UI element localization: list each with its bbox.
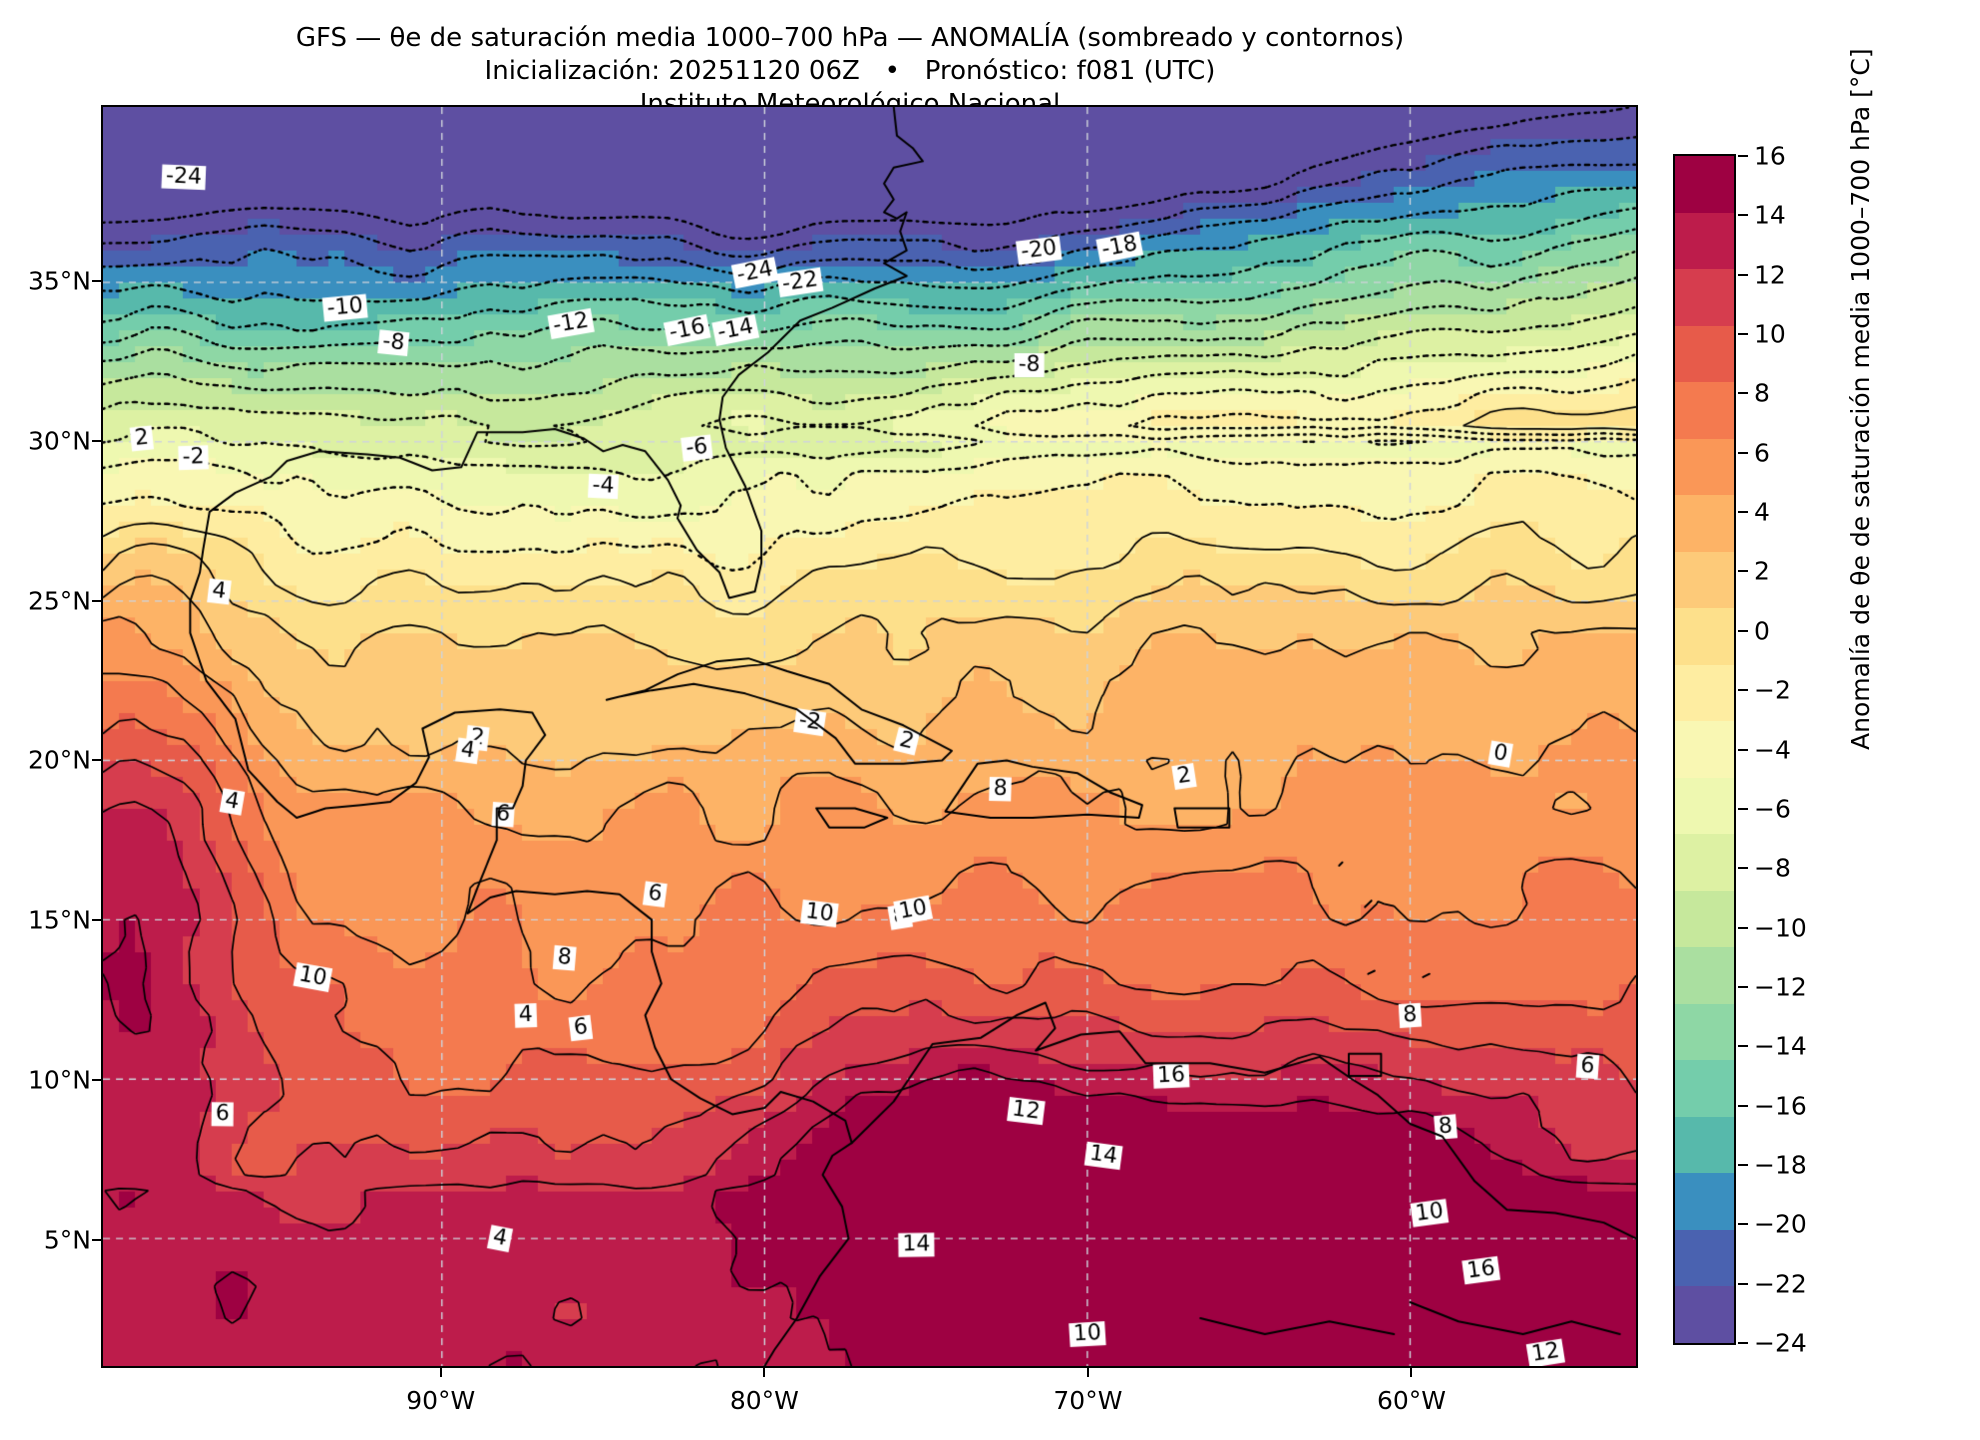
colorbar-tick-mark xyxy=(1738,985,1748,988)
colorbar-tick-label: 0 xyxy=(1754,616,1770,646)
colorbar-tick-mark xyxy=(1738,748,1748,751)
colorbar-band xyxy=(1675,212,1734,270)
y-tick-mark xyxy=(92,279,101,282)
colorbar-tick-label: −2 xyxy=(1754,675,1791,705)
colorbar-band xyxy=(1675,269,1734,326)
colorbar-band xyxy=(1675,947,1734,1004)
map-plot-area xyxy=(101,105,1638,1368)
colorbar-tick-mark xyxy=(1738,807,1748,810)
x-tick-mark xyxy=(1410,1368,1413,1377)
colorbar-tick-label: −4 xyxy=(1754,735,1791,764)
colorbar-band xyxy=(1675,382,1734,439)
colorbar-tick-label: 14 xyxy=(1754,200,1786,230)
colorbar-tick-mark xyxy=(1738,867,1748,870)
colorbar-band xyxy=(1675,1286,1734,1343)
x-tick-mark xyxy=(763,1368,766,1377)
colorbar-tick-label: 16 xyxy=(1754,141,1786,171)
colorbar-tick-label: −20 xyxy=(1754,1209,1807,1239)
colorbar-band xyxy=(1675,1003,1734,1061)
colorbar-tick-mark xyxy=(1738,570,1748,573)
y-tick-mark xyxy=(92,599,101,602)
colorbar-tick-mark xyxy=(1738,1342,1748,1344)
chart-title: GFS — θe de saturación media 1000–700 hP… xyxy=(295,23,1405,53)
y-tick-label: 25°N xyxy=(27,586,91,616)
y-tick-mark xyxy=(92,759,101,762)
colorbar-band xyxy=(1675,495,1734,552)
colorbar-band xyxy=(1675,777,1734,835)
y-tick-label: 15°N xyxy=(27,905,91,935)
colorbar-band xyxy=(1675,1116,1734,1174)
colorbar-tick-label: −22 xyxy=(1754,1269,1807,1299)
y-tick-mark xyxy=(92,1239,101,1242)
chart-subtitle: Inicialización: 20251120 06Z • Pronóstic… xyxy=(484,56,1216,86)
y-tick-mark xyxy=(92,439,101,442)
colorbar-tick-label: −6 xyxy=(1754,794,1791,824)
y-tick-label: 10°N xyxy=(27,1065,91,1095)
colorbar-tick-mark xyxy=(1738,273,1748,276)
colorbar-band xyxy=(1675,1229,1734,1287)
colorbar-tick-label: 10 xyxy=(1754,319,1786,349)
colorbar-tick-label: −12 xyxy=(1754,972,1807,1002)
y-tick-label: 30°N xyxy=(27,426,91,456)
x-tick-mark xyxy=(439,1368,442,1377)
colorbar-tick-mark xyxy=(1738,1282,1748,1285)
colorbar xyxy=(1673,154,1736,1345)
colorbar-tick-label: −8 xyxy=(1754,853,1791,883)
colorbar-tick-label: 12 xyxy=(1754,260,1786,290)
colorbar-tick-mark xyxy=(1738,511,1748,514)
colorbar-band xyxy=(1675,156,1734,213)
colorbar-tick-mark xyxy=(1738,1104,1748,1107)
colorbar-tick-label: 6 xyxy=(1754,438,1770,468)
colorbar-tick-mark xyxy=(1738,1223,1748,1226)
colorbar-tick-label: 2 xyxy=(1754,556,1770,586)
y-tick-mark xyxy=(92,1079,101,1082)
colorbar-tick-label: −16 xyxy=(1754,1091,1807,1121)
colorbar-tick-mark xyxy=(1738,214,1748,217)
colorbar-tick-label: −24 xyxy=(1754,1328,1807,1358)
x-tick-label: 80°W xyxy=(729,1386,799,1415)
colorbar-axis-label: Anomalía de θe de saturación media 1000–… xyxy=(1846,48,1875,750)
colorbar-tick-mark xyxy=(1738,392,1748,395)
x-tick-mark xyxy=(1086,1368,1089,1377)
colorbar-tick-mark xyxy=(1738,629,1748,632)
colorbar-band xyxy=(1675,608,1734,665)
colorbar-band xyxy=(1675,1173,1734,1230)
colorbar-band xyxy=(1675,890,1734,948)
y-tick-label: 5°N xyxy=(43,1225,91,1255)
colorbar-tick-mark xyxy=(1738,926,1748,929)
x-tick-label: 70°W xyxy=(1053,1386,1123,1415)
colorbar-band xyxy=(1675,721,1734,778)
colorbar-band xyxy=(1675,1060,1734,1117)
colorbar-tick-mark xyxy=(1738,155,1748,157)
colorbar-band xyxy=(1675,834,1734,891)
colorbar-tick-label: −10 xyxy=(1754,913,1807,943)
colorbar-tick-label: −14 xyxy=(1754,1031,1807,1061)
colorbar-tick-mark xyxy=(1738,1045,1748,1048)
colorbar-tick-label: 8 xyxy=(1754,378,1770,408)
y-tick-label: 35°N xyxy=(27,266,91,296)
colorbar-band xyxy=(1675,664,1734,722)
x-tick-label: 90°W xyxy=(406,1386,476,1415)
y-tick-mark xyxy=(92,919,101,922)
colorbar-band xyxy=(1675,438,1734,496)
y-tick-label: 20°N xyxy=(27,745,91,775)
colorbar-tick-label: 4 xyxy=(1754,497,1770,527)
colorbar-band xyxy=(1675,551,1734,609)
colorbar-tick-mark xyxy=(1738,1163,1748,1166)
colorbar-band xyxy=(1675,325,1734,383)
colorbar-tick-mark xyxy=(1738,689,1748,692)
colorbar-tick-mark xyxy=(1738,451,1748,454)
anomaly-field-canvas xyxy=(103,107,1636,1366)
colorbar-tick-mark xyxy=(1738,333,1748,336)
x-tick-label: 60°W xyxy=(1376,1386,1446,1415)
colorbar-tick-label: −18 xyxy=(1754,1150,1807,1180)
